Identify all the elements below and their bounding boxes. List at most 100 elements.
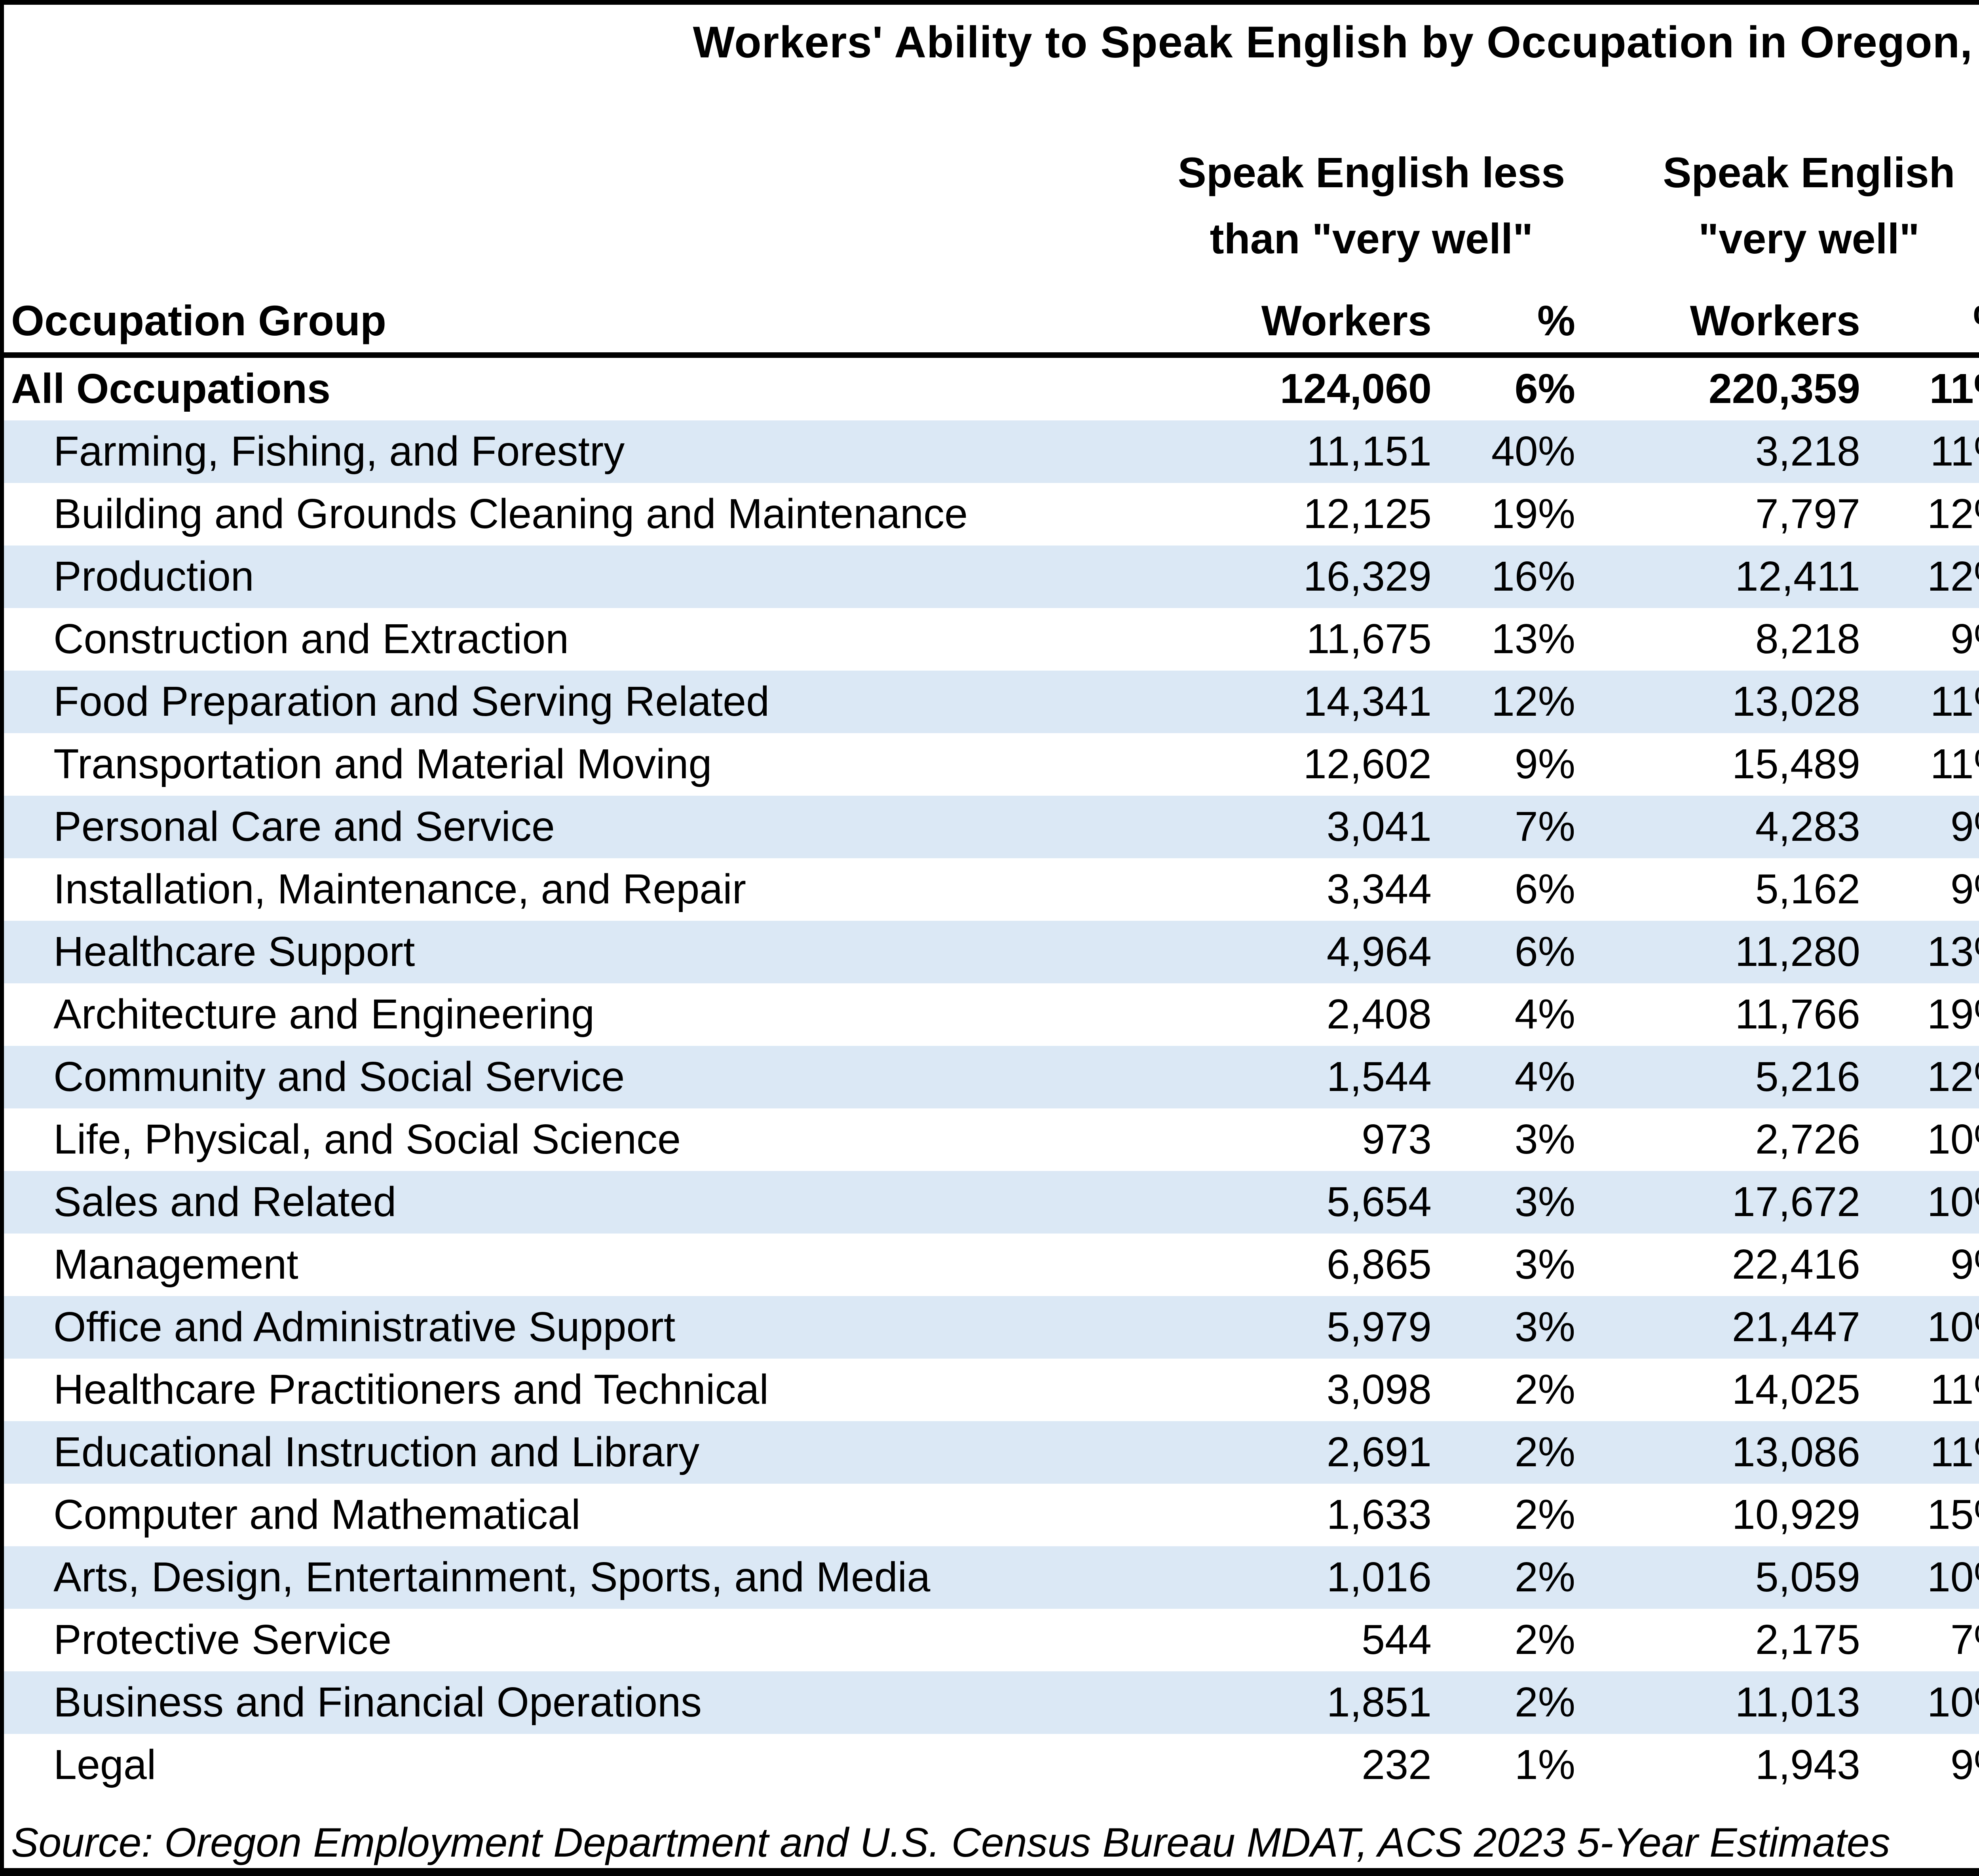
occupation-cell: All Occupations [11,365,330,412]
table-row: Community and Social Service 1,544 4% 5,… [4,1045,1979,1108]
pct-very-well-cell: 11% [1930,741,1979,788]
pct-less-than-very-well-cell: 2% [1514,1616,1575,1663]
workers-very-well-cell: 5,162 [1755,866,1860,913]
table-row: Building and Grounds Cleaning and Mainte… [4,483,1979,546]
group-header-spacer [4,139,1152,272]
pct-less-than-very-well-cell: 2% [1514,1366,1575,1413]
occupation-cell: Construction and Extraction [53,616,569,663]
occupation-cell: Management [53,1241,298,1288]
pct-less-than-very-well-cell: 2% [1514,1491,1575,1538]
table-row: Farming, Fishing, and Forestry 11,151 40… [4,420,1979,483]
table-row: Architecture and Engineering 2,408 4% 11… [4,983,1979,1046]
occupation-cell: Production [53,553,254,600]
column-header-workers-2: Workers [1591,272,1876,358]
table-row: All Occupations 124,060 6% 220,359 11% 1… [4,355,1979,420]
occupation-english-table: Speak English less than "very well" Spea… [4,139,1979,1796]
pct-very-well-cell: 12% [1927,553,1979,600]
group-header-very-well: Speak English "very well" [1663,148,1955,263]
table-row: Protective Service 544 2% 2,175 7% 30,62… [4,1609,1979,1671]
occupation-cell: Office and Administrative Support [53,1304,676,1351]
pct-less-than-very-well-cell: 9% [1514,741,1575,788]
pct-very-well-cell: 19% [1927,991,1979,1038]
pct-very-well-cell: 10% [1927,1554,1979,1601]
workers-less-than-very-well-cell: 11,675 [1306,616,1432,663]
workers-less-than-very-well-cell: 16,329 [1303,553,1432,600]
table-row: Educational Instruction and Library 2,69… [4,1421,1979,1484]
pct-very-well-cell: 12% [1927,490,1979,538]
table-row: Construction and Extraction 11,675 13% 8… [4,608,1979,671]
workers-less-than-very-well-cell: 2,408 [1326,991,1432,1038]
workers-less-than-very-well-cell: 4,964 [1326,928,1432,975]
occupation-cell: Farming, Fishing, and Forestry [53,428,625,475]
workers-less-than-very-well-cell: 1,544 [1326,1053,1432,1101]
pct-less-than-very-well-cell: 4% [1514,1053,1575,1101]
pct-very-well-cell: 10% [1927,1679,1979,1726]
workers-very-well-cell: 12,411 [1735,553,1860,600]
column-header-pct-2: % [1876,272,1979,358]
pct-less-than-very-well-cell: 2% [1514,1554,1575,1601]
occupation-cell: Legal [53,1741,156,1789]
pct-less-than-very-well-cell: 3% [1514,1178,1575,1226]
pct-very-well-cell: 11% [1930,1429,1979,1476]
workers-very-well-cell: 14,025 [1732,1366,1860,1413]
pct-less-than-very-well-cell: 12% [1491,678,1575,725]
workers-very-well-cell: 11,013 [1735,1679,1860,1726]
pct-less-than-very-well-cell: 6% [1514,928,1575,975]
pct-less-than-very-well-cell: 1% [1514,1741,1575,1789]
table-row: Legal 232 1% 1,943 9% 20,678 90% 22,853 [4,1734,1979,1796]
workers-less-than-very-well-cell: 3,041 [1326,803,1432,850]
group-header-row: Speak English less than "very well" Spea… [4,139,1979,272]
workers-very-well-cell: 3,218 [1755,428,1860,475]
table-row: Office and Administrative Support 5,979 … [4,1296,1979,1359]
pct-less-than-very-well-cell: 19% [1491,490,1575,538]
pct-very-well-cell: 7% [1950,1616,1979,1663]
workers-very-well-cell: 21,447 [1732,1304,1860,1351]
column-header-pct-1: % [1447,272,1591,358]
table-row: Management 6,865 3% 22,416 9% 210,480 88… [4,1234,1979,1296]
occupation-cell: Sales and Related [53,1178,397,1226]
workers-less-than-very-well-cell: 232 [1362,1741,1432,1789]
pct-less-than-very-well-cell: 16% [1491,553,1575,600]
table-row: Personal Care and Service 3,041 7% 4,283… [4,795,1979,858]
occupation-cell: Computer and Mathematical [53,1491,581,1538]
pct-less-than-very-well-cell: 6% [1514,365,1575,412]
workers-less-than-very-well-cell: 12,602 [1303,741,1432,788]
workers-very-well-cell: 5,059 [1755,1554,1860,1601]
pct-very-well-cell: 11% [1929,365,1979,412]
workers-less-than-very-well-cell: 124,060 [1280,365,1432,412]
pct-very-well-cell: 11% [1930,678,1979,725]
workers-very-well-cell: 15,489 [1732,741,1860,788]
table-row: Computer and Mathematical 1,633 2% 10,92… [4,1484,1979,1546]
pct-less-than-very-well-cell: 3% [1514,1304,1575,1351]
pct-very-well-cell: 11% [1930,1366,1979,1413]
occupation-cell: Protective Service [53,1616,392,1663]
table-row: Installation, Maintenance, and Repair 3,… [4,858,1979,921]
pct-very-well-cell: 9% [1950,1241,1979,1288]
workers-less-than-very-well-cell: 1,016 [1326,1554,1432,1601]
table-row: Healthcare Support 4,964 6% 11,280 13% 7… [4,920,1979,983]
workers-very-well-cell: 22,416 [1732,1241,1860,1288]
group-header-less-than-very-well: Speak English less than "very well" [1178,148,1565,263]
pct-less-than-very-well-cell: 4% [1514,991,1575,1038]
occupation-cell: Food Preparation and Serving Related [53,678,770,725]
pct-less-than-very-well-cell: 2% [1514,1679,1575,1726]
workers-very-well-cell: 11,766 [1735,991,1860,1038]
table-row: Production 16,329 16% 12,411 12% 75,646 … [4,545,1979,608]
workers-very-well-cell: 5,216 [1755,1053,1860,1101]
workers-less-than-very-well-cell: 12,125 [1303,490,1432,538]
table-row: Food Preparation and Serving Related 14,… [4,670,1979,733]
table-header: Speak English less than "very well" Spea… [4,139,1979,358]
occupation-cell: Building and Grounds Cleaning and Mainte… [53,490,968,538]
occupation-cell: Healthcare Support [53,928,415,975]
pct-less-than-very-well-cell: 2% [1514,1429,1575,1476]
pct-very-well-cell: 9% [1950,1741,1979,1789]
pct-very-well-cell: 10% [1927,1304,1979,1351]
occupation-cell: Installation, Maintenance, and Repair [53,866,746,913]
table-row: Transportation and Material Moving 12,60… [4,733,1979,796]
page-title: Workers' Ability to Speak English by Occ… [693,17,1979,67]
pct-very-well-cell: 9% [1950,616,1979,663]
column-header-occupation-group: Occupation Group [4,272,1152,358]
workers-less-than-very-well-cell: 14,341 [1303,678,1432,725]
workers-less-than-very-well-cell: 2,691 [1326,1429,1432,1476]
workers-very-well-cell: 8,218 [1755,616,1860,663]
